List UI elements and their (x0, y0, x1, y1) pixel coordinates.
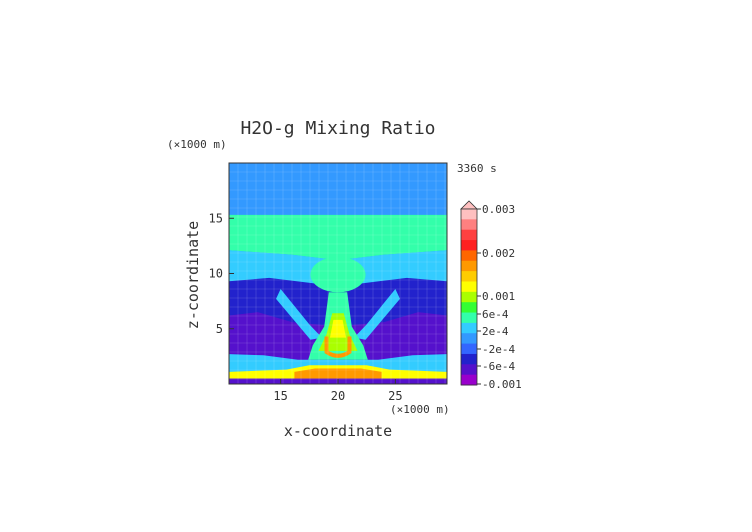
y-axis-label: z-coordinate (184, 221, 202, 329)
colorbar-label: 0.001 (482, 290, 515, 303)
colorbar-swatch (461, 229, 477, 241)
region-left-arm (276, 288, 322, 340)
colorbar-swatch (461, 260, 477, 272)
colorbar-label: -0.001 (482, 378, 522, 391)
colorbar-swatch (461, 374, 477, 386)
colorbar-swatch (461, 343, 477, 355)
x-axis-label: x-coordinate (284, 422, 392, 440)
x-tick-label: 25 (388, 389, 402, 403)
region-green-band (229, 214, 447, 261)
colorbar-label: 2e-4 (482, 325, 509, 338)
region-right-arm (354, 288, 400, 340)
region-column-yellow (329, 319, 347, 338)
colorbar-swatch (461, 209, 477, 220)
colorbar-overflow-arrow (460, 200, 478, 210)
colorbar-label: -6e-4 (482, 360, 515, 373)
x-tick-label: 20 (331, 389, 345, 403)
colorbar-frame (460, 208, 478, 386)
plot-area (228, 162, 448, 385)
mixing-ratio-field (229, 163, 447, 384)
colorbar-swatch (461, 250, 477, 262)
colorbar-label: 6e-4 (482, 308, 509, 321)
y-unit-label: (×1000 m) (167, 138, 227, 151)
y-tick-label: 15 (209, 211, 223, 225)
colorbar-swatch (461, 312, 477, 324)
colorbar-swatch (461, 291, 477, 303)
colorbar-swatch (461, 302, 477, 314)
y-axis: 5 10 15 (209, 211, 234, 336)
colorbar-label: -2e-4 (482, 343, 515, 356)
time-label: 3360 s (457, 162, 497, 175)
region-cloud-head (310, 256, 366, 293)
region-u-shape (324, 336, 352, 358)
region-surface-orange (294, 368, 382, 381)
x-tick-label: 15 (273, 389, 287, 403)
colorbar-swatch (461, 364, 477, 376)
colorbar-swatch (461, 219, 477, 231)
chart-title: H2O-g Mixing Ratio (240, 118, 435, 139)
colorbar-swatch (461, 281, 477, 293)
x-axis: 15 20 25 (273, 379, 403, 403)
colorbar-swatch (461, 271, 477, 282)
colorbar-swatch (461, 353, 477, 365)
x-unit-label: (×1000 m) (390, 403, 450, 416)
colorbar-swatch (461, 333, 477, 345)
y-tick-label: 5 (216, 322, 223, 336)
colorbar-swatch (461, 240, 477, 251)
colorbar-swatch (461, 322, 477, 334)
y-tick-label: 10 (209, 267, 223, 281)
colorbar: 0.003 0.002 0.001 6e-4 2e-4 -2e-4 -6e-4 -0.001 (460, 200, 522, 391)
colorbar-label: 0.003 (482, 203, 515, 216)
colorbar-label: 0.002 (482, 247, 515, 260)
